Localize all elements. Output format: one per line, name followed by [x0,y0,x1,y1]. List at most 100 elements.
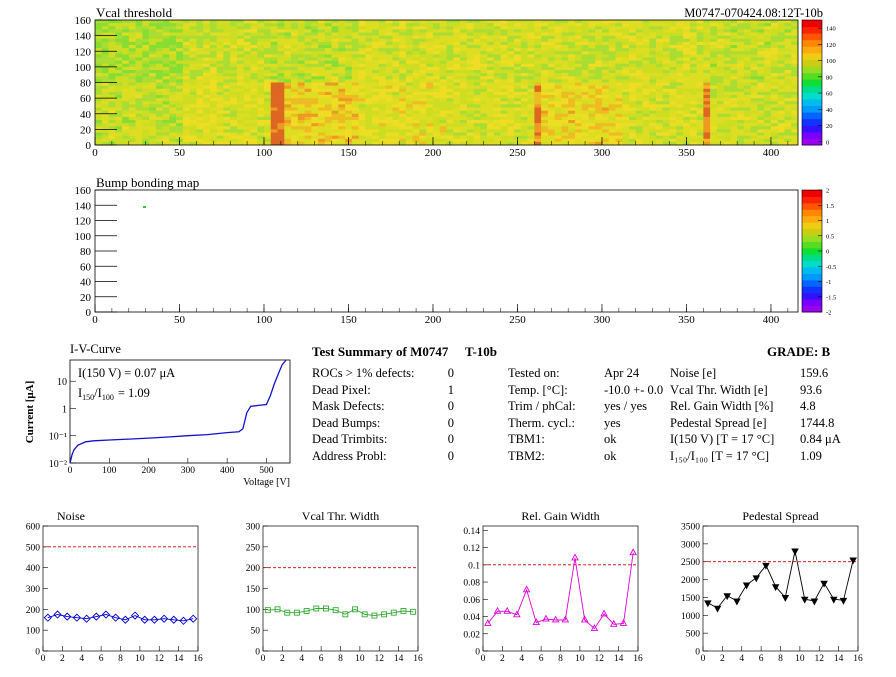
heatmap-cell [662,63,670,68]
heatmap-cell [480,29,488,33]
heatmap-cell [169,129,177,133]
heatmap-cell [122,120,130,124]
heatmap-cell [534,129,542,133]
heatmap-cell [574,85,582,90]
heatmap-cell [203,26,211,30]
heatmap-cell [169,63,177,68]
heatmap-cell [122,116,130,121]
heatmap-cell [358,123,366,127]
heatmap-cell [737,51,745,55]
heatmap-cell [270,41,278,46]
heatmap-cell [520,57,528,61]
heatmap-cell [189,23,197,27]
heatmap-cell [629,26,637,30]
heatmap-cell [351,88,359,93]
heatmap-cell [149,60,157,65]
heatmap-cell [162,38,170,43]
heatmap-cell [534,48,542,52]
heatmap-cell [507,66,515,71]
heatmap-cell [351,41,359,46]
heatmap-cell [642,91,650,96]
heatmap-cell [595,91,603,96]
heatmap-cell [318,120,326,124]
heatmap-cell [304,129,312,133]
heatmap-cell [128,73,136,77]
heatmap-cell [460,76,468,80]
heatmap-cell [642,60,650,65]
heatmap-cell [561,129,569,133]
heatmap-cell [426,110,434,115]
heatmap-cell [520,66,528,71]
heatmap-cell [297,45,305,49]
heatmap-cell [101,129,109,133]
heatmap-cell [534,110,542,115]
heatmap-cell [162,54,170,58]
heatmap-cell [304,54,312,58]
heatmap-cell [520,116,528,121]
heatmap-cell [304,73,312,77]
heatmap-cell [284,35,292,40]
heatmap-cell [432,95,441,99]
y-tick-label: 300 [246,523,261,533]
heatmap-cell [432,85,441,90]
heatmap-cell [764,85,772,90]
heatmap-cell [581,91,589,96]
heatmap-cell [297,48,305,52]
heatmap-cell [574,123,582,127]
heatmap-cell [561,63,569,68]
summary-grade: GRADE: B [767,344,831,359]
heatmap-cell [757,60,765,65]
heatmap-cell [480,91,488,96]
heatmap-cell [784,132,792,136]
x-tick-label: 12 [595,654,605,664]
heatmap-cell [480,138,488,143]
heatmap-cell [338,29,346,33]
heatmap-cell [196,73,204,77]
heatmap-cell [568,85,576,90]
heatmap-cell [689,60,697,65]
heatmap-cell [297,66,305,71]
heatmap-cell [723,141,731,146]
heatmap-cell [149,57,157,61]
heatmap-cell [743,126,751,130]
heatmap-cell [770,35,779,40]
heatmap-cell [770,107,779,111]
heatmap-cell [547,48,555,52]
heatmap-cell [487,123,495,127]
heatmap-cell [95,45,103,49]
heatmap-cell [135,138,143,143]
heatmap-cell [730,135,738,140]
heatmap-cell [209,35,217,40]
heatmap-cell [487,107,495,111]
heatmap-cell [730,116,738,121]
heatmap-cell [777,88,785,93]
heatmap-cell [743,54,751,58]
heatmap-cell [656,45,664,49]
heatmap-cell [629,91,637,96]
heatmap-cell [534,104,542,108]
heatmap-cell [466,126,474,130]
heatmap-cell [716,66,724,71]
heatmap-cell [338,107,346,111]
heatmap-cell [662,123,670,127]
heatmap-cell [730,79,738,83]
heatmap-cell [122,113,130,118]
heatmap-cell [629,110,637,115]
y-tick-label: 600 [26,523,41,533]
heatmap-cell [399,116,407,121]
heatmap-cell [601,91,610,96]
heatmap-cell [574,76,582,80]
heatmap-cell [297,113,305,118]
heatmap-cell [162,57,170,61]
heatmap-cell [209,88,217,93]
heatmap-cell [507,38,515,43]
heatmap-cell [372,110,380,115]
heatmap-cell [770,141,779,146]
heatmap-cell [561,101,569,105]
heatmap-cell [588,35,596,40]
heatmap-cell [250,76,258,80]
heatmap-cell [507,95,515,99]
data-point [590,624,599,632]
heatmap-cell [412,135,420,140]
heatmap-cell [737,20,745,24]
